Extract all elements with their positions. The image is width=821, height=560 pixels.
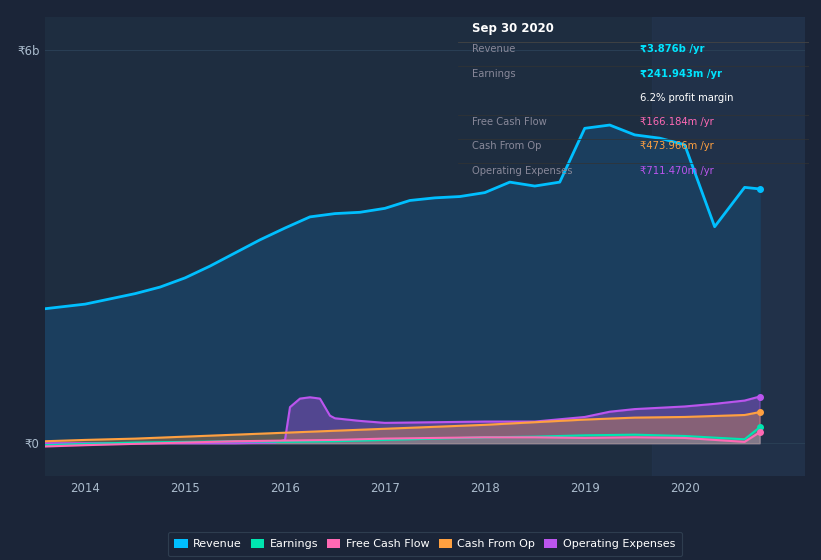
- Text: Earnings: Earnings: [472, 69, 516, 78]
- Text: Operating Expenses: Operating Expenses: [472, 166, 572, 176]
- Text: ₹241.943m /yr: ₹241.943m /yr: [640, 69, 722, 78]
- Text: Revenue: Revenue: [472, 44, 516, 54]
- Text: Cash From Op: Cash From Op: [472, 141, 542, 151]
- Text: ₹473.966m /yr: ₹473.966m /yr: [640, 141, 714, 151]
- Text: Sep 30 2020: Sep 30 2020: [472, 22, 554, 35]
- Text: 6.2% profit margin: 6.2% profit margin: [640, 93, 734, 103]
- Text: ₹3.876b /yr: ₹3.876b /yr: [640, 44, 705, 54]
- Bar: [652, 17, 805, 476]
- Legend: Revenue, Earnings, Free Cash Flow, Cash From Op, Operating Expenses: Revenue, Earnings, Free Cash Flow, Cash …: [167, 532, 682, 556]
- Text: Free Cash Flow: Free Cash Flow: [472, 117, 547, 127]
- Text: ₹711.470m /yr: ₹711.470m /yr: [640, 166, 714, 176]
- Text: ₹166.184m /yr: ₹166.184m /yr: [640, 117, 714, 127]
